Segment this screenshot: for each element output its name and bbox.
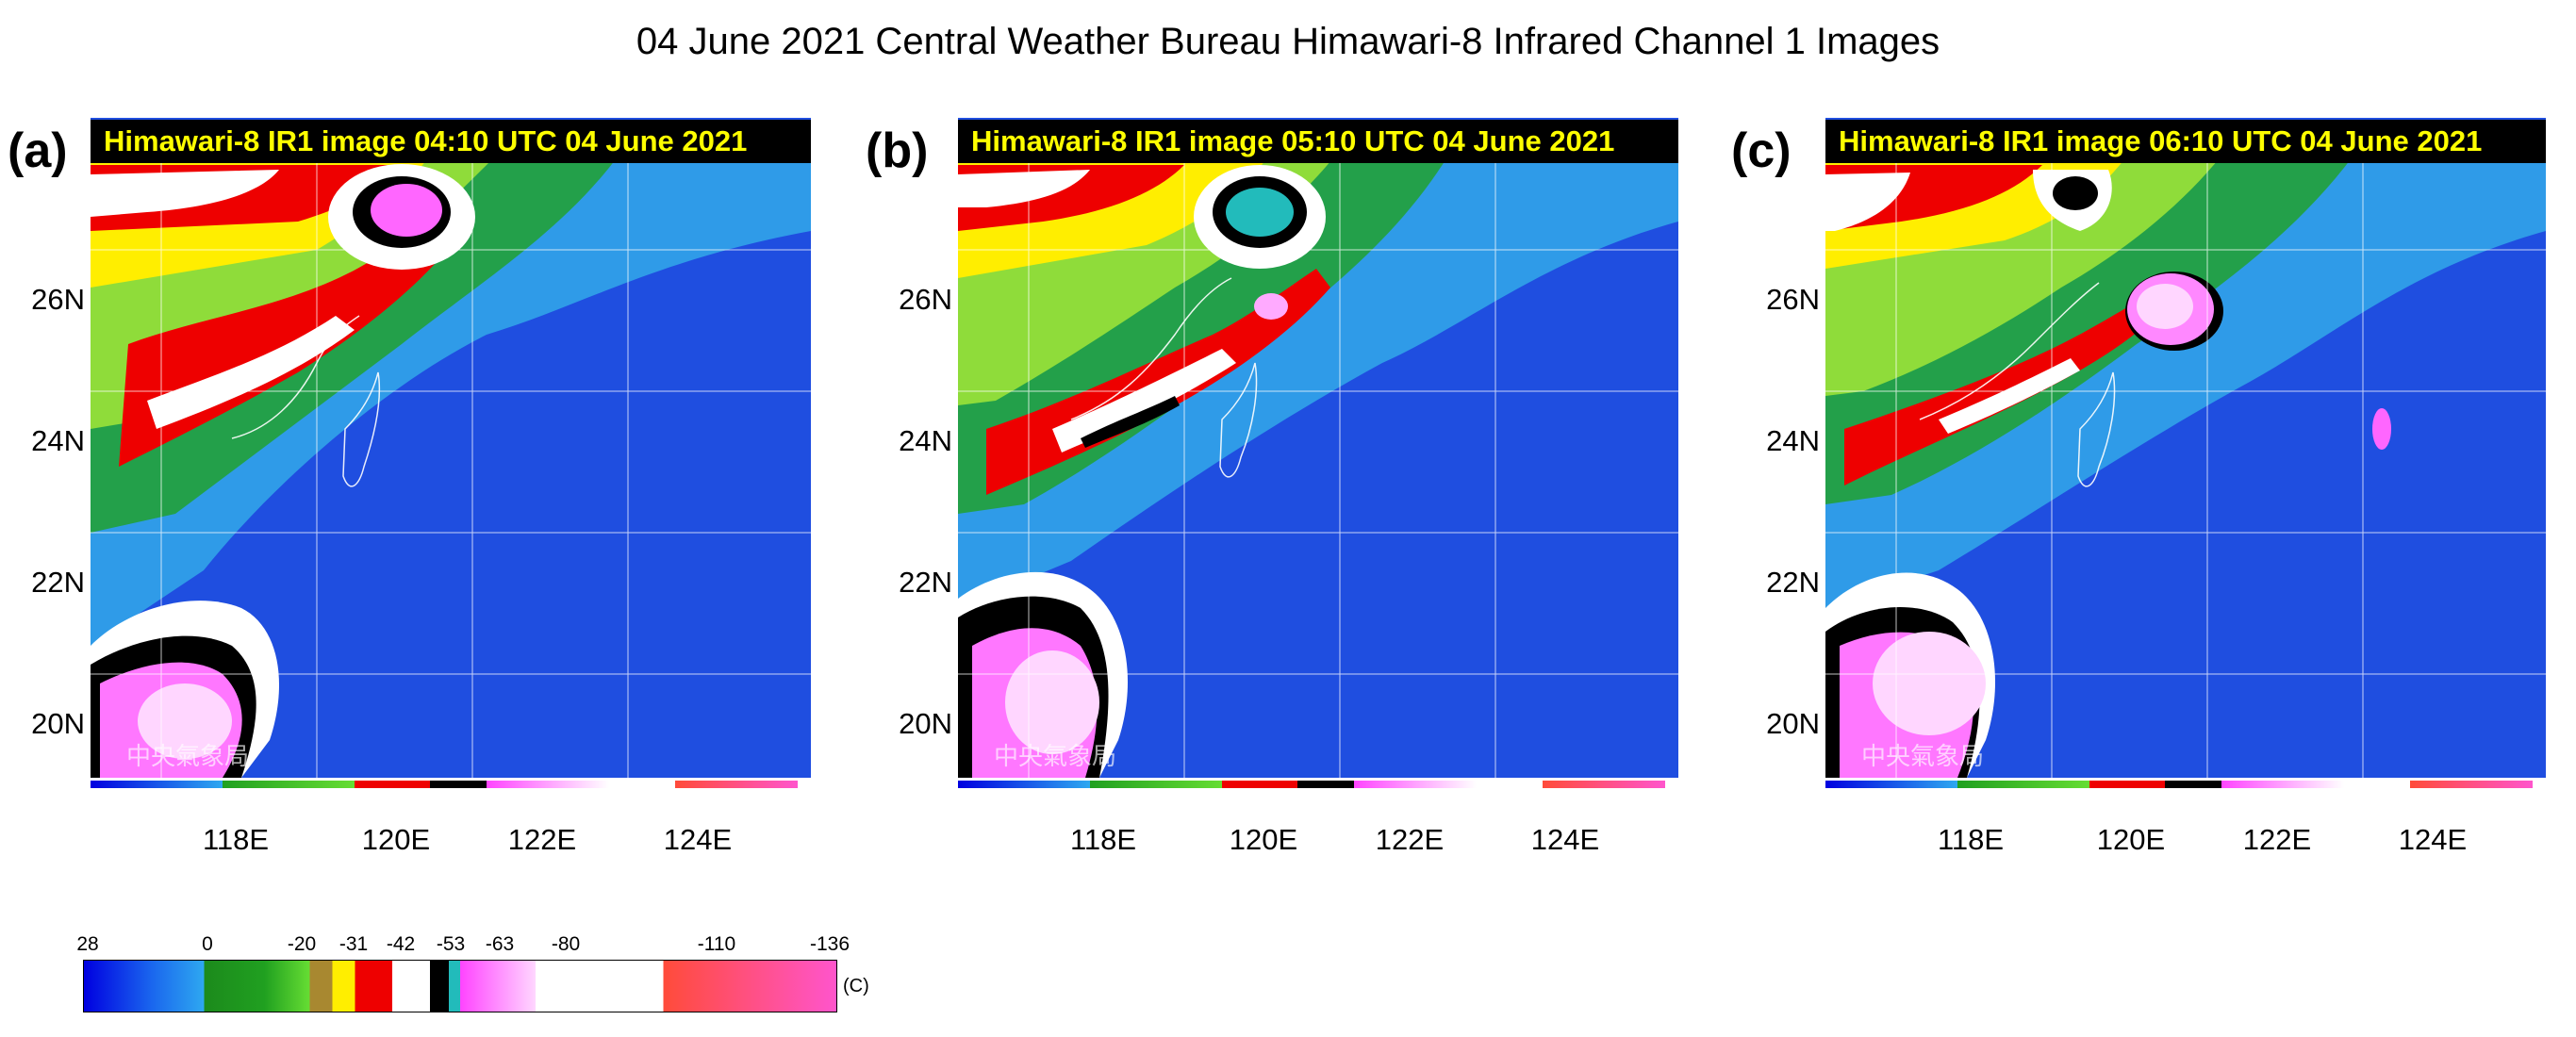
taiwan-coastline bbox=[342, 371, 381, 487]
panel-c-lon-118e: 118E bbox=[1937, 823, 2005, 856]
colorbar-tick-28: 28 bbox=[76, 933, 99, 955]
cloud-band-white-west bbox=[1825, 173, 1910, 231]
panel-b: Himawari-8 IR1 image 05:10 UTC 04 June 2… bbox=[867, 118, 1678, 877]
panel-c-caption: Himawari-8 IR1 image 06:10 UTC 04 June 2… bbox=[1825, 120, 2546, 163]
small-cell-east bbox=[2372, 408, 2391, 450]
panel-a-lat-26n: 26N bbox=[31, 283, 85, 316]
front-white-band bbox=[1052, 349, 1236, 453]
panel-a: Himawari-8 IR1 image 04:10 UTC 04 June 2… bbox=[0, 118, 811, 877]
panel-c-letter: (c) bbox=[1731, 123, 1792, 178]
panel-c-graticule bbox=[1825, 156, 2546, 778]
colorbar-unit: (C) bbox=[843, 976, 869, 996]
panel-c-coastlines bbox=[1919, 282, 2116, 487]
taiwan-coastline bbox=[1219, 362, 1258, 478]
panel-a-map bbox=[91, 118, 811, 778]
cloud-band-white bbox=[958, 170, 1090, 207]
panel-c-lat-20n: 20N bbox=[1766, 707, 1820, 740]
panel-c-mini-colorbar bbox=[1825, 781, 2546, 788]
panel-a-graticule bbox=[91, 156, 811, 778]
convective-cell-north-black bbox=[2053, 176, 2098, 210]
panel-a-mini-colorbar bbox=[91, 781, 811, 788]
panel-a-lat-22n: 22N bbox=[31, 566, 85, 599]
panel-b-map bbox=[958, 118, 1678, 778]
panel-c-map bbox=[1825, 118, 2546, 778]
panel-c-watermark: 中央氣象局 bbox=[1861, 742, 1985, 770]
panel-c-lon-124e: 124E bbox=[2398, 823, 2468, 856]
china-coastline bbox=[1070, 277, 1232, 420]
panel-c-lon-120e: 120E bbox=[2096, 823, 2166, 856]
panel-b-graticule bbox=[958, 156, 1678, 778]
panel-c-lat-26n: 26N bbox=[1766, 283, 1820, 316]
temperature-colorbar bbox=[83, 960, 837, 1012]
front-white-band bbox=[147, 316, 355, 429]
colorbar-tick-minus20: -20 bbox=[287, 933, 317, 955]
panel-b-lon-122e: 122E bbox=[1375, 823, 1445, 856]
panel-a-caption: Himawari-8 IR1 image 04:10 UTC 04 June 2… bbox=[91, 120, 811, 163]
panel-c-lat-22n: 22N bbox=[1766, 566, 1820, 599]
panel-a-letter: (a) bbox=[8, 123, 68, 178]
colorbar-tick-0: 0 bbox=[202, 933, 213, 955]
china-coastline bbox=[231, 315, 360, 439]
panel-b-lat-24n: 24N bbox=[899, 424, 952, 457]
panel-b-lon-124e: 124E bbox=[1530, 823, 1600, 856]
convective-cell-north-core bbox=[1226, 188, 1294, 237]
panel-b-lon-118e: 118E bbox=[1069, 823, 1137, 856]
panel-b-mini-colorbar bbox=[958, 781, 1678, 788]
colorbar-tick-minus42: -42 bbox=[386, 933, 416, 955]
panel-a-lon-118e: 118E bbox=[202, 823, 270, 856]
panel-b-letter: (b) bbox=[866, 123, 929, 178]
panel-b-satellite-image: Himawari-8 IR1 image 05:10 UTC 04 June 2… bbox=[958, 118, 1678, 778]
colorbar-tick-minus53: -53 bbox=[436, 933, 466, 955]
convective-cell-north-core bbox=[371, 184, 442, 237]
china-coastline bbox=[1919, 282, 2100, 420]
colorbar-tick-minus110: -110 bbox=[697, 933, 736, 955]
colorbar-tick-minus80: -80 bbox=[551, 933, 581, 955]
panel-b-lat-20n: 20N bbox=[899, 707, 952, 740]
panel-c-lat-24n: 24N bbox=[1766, 424, 1820, 457]
panel-a-lon-122e: 122E bbox=[507, 823, 577, 856]
storm-complex-south-peak bbox=[1873, 632, 1986, 735]
panel-a-coastlines bbox=[231, 315, 381, 487]
front-black-streak bbox=[1081, 396, 1180, 448]
panel-a-lon-124e: 124E bbox=[663, 823, 733, 856]
convective-cell-taiwan-north bbox=[1254, 293, 1288, 320]
panel-b-watermark: 中央氣象局 bbox=[994, 742, 1117, 770]
panel-c: Himawari-8 IR1 image 06:10 UTC 04 June 2… bbox=[1735, 118, 2546, 877]
panel-a-lat-20n: 20N bbox=[31, 707, 85, 740]
panel-a-lon-120e: 120E bbox=[361, 823, 431, 856]
colorbar-gradient bbox=[83, 960, 837, 1012]
panel-b-caption: Himawari-8 IR1 image 05:10 UTC 04 June 2… bbox=[958, 120, 1678, 163]
panel-a-watermark: 中央氣象局 bbox=[126, 742, 250, 770]
panel-c-satellite-image: Himawari-8 IR1 image 06:10 UTC 04 June 2… bbox=[1825, 118, 2546, 778]
panel-b-lat-26n: 26N bbox=[899, 283, 952, 316]
panel-c-lon-122e: 122E bbox=[2242, 823, 2312, 856]
convective-cell-taiwan-peak bbox=[2137, 284, 2193, 329]
panel-b-coastlines bbox=[1070, 277, 1258, 478]
panel-a-lat-24n: 24N bbox=[31, 424, 85, 457]
cloud-band-white bbox=[91, 170, 279, 217]
panel-a-satellite-image: Himawari-8 IR1 image 04:10 UTC 04 June 2… bbox=[91, 118, 811, 778]
panel-b-lat-22n: 22N bbox=[899, 566, 952, 599]
panel-b-lon-120e: 120E bbox=[1229, 823, 1298, 856]
colorbar-tick-minus136: -136 bbox=[809, 933, 850, 955]
front-white-band bbox=[1939, 358, 2080, 434]
colorbar-tick-minus31: -31 bbox=[339, 933, 369, 955]
colorbar-tick-minus63: -63 bbox=[485, 933, 515, 955]
figure-title: 04 June 2021 Central Weather Bureau Hima… bbox=[636, 21, 1940, 62]
taiwan-coastline bbox=[2077, 371, 2116, 487]
